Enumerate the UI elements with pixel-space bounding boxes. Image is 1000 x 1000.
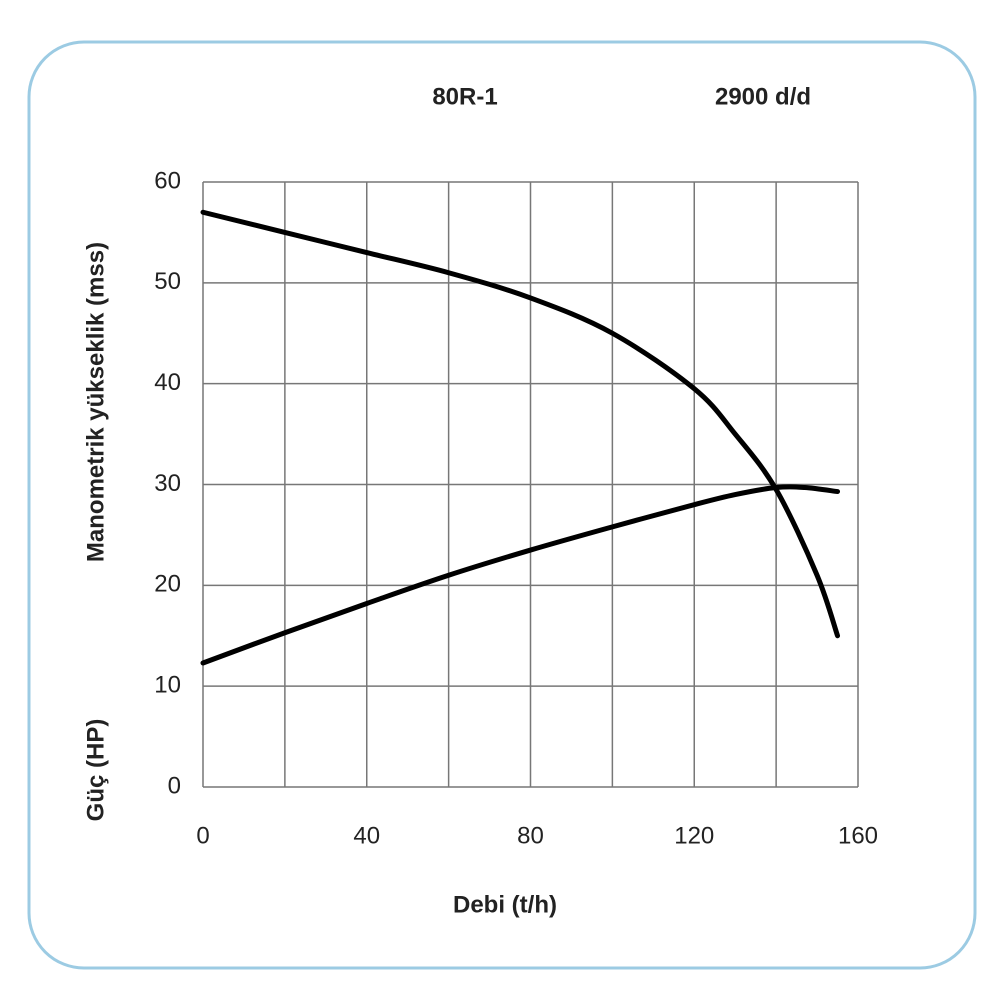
chart-subtitle: 2900 d/d — [715, 83, 811, 110]
y-axis-label: Manometrik yükseklik (mss) — [82, 242, 109, 562]
line-series — [200, 209, 841, 639]
y-tick-label: 50 — [154, 268, 181, 295]
x-tick-label: 160 — [838, 822, 878, 849]
y2-axis-label: Güç (HP) — [82, 719, 109, 822]
x-tick-label: 0 — [196, 822, 209, 849]
line-series — [200, 484, 841, 666]
y-tick-label: 30 — [154, 470, 181, 497]
frame — [27, 40, 977, 970]
chart-title: 80R-1 — [432, 83, 497, 110]
y-tick-label: 10 — [154, 672, 181, 699]
x-tick-label: 40 — [353, 822, 380, 849]
x-tick-label: 120 — [674, 822, 714, 849]
x-tick-label: 80 — [517, 822, 544, 849]
y-tick-label: 60 — [154, 167, 181, 194]
y-tick-label: 40 — [154, 369, 181, 396]
y-tick-label: 20 — [154, 571, 181, 598]
x-axis-label: Debi (t/h) — [453, 891, 557, 918]
y-tick-label: 0 — [168, 772, 181, 799]
